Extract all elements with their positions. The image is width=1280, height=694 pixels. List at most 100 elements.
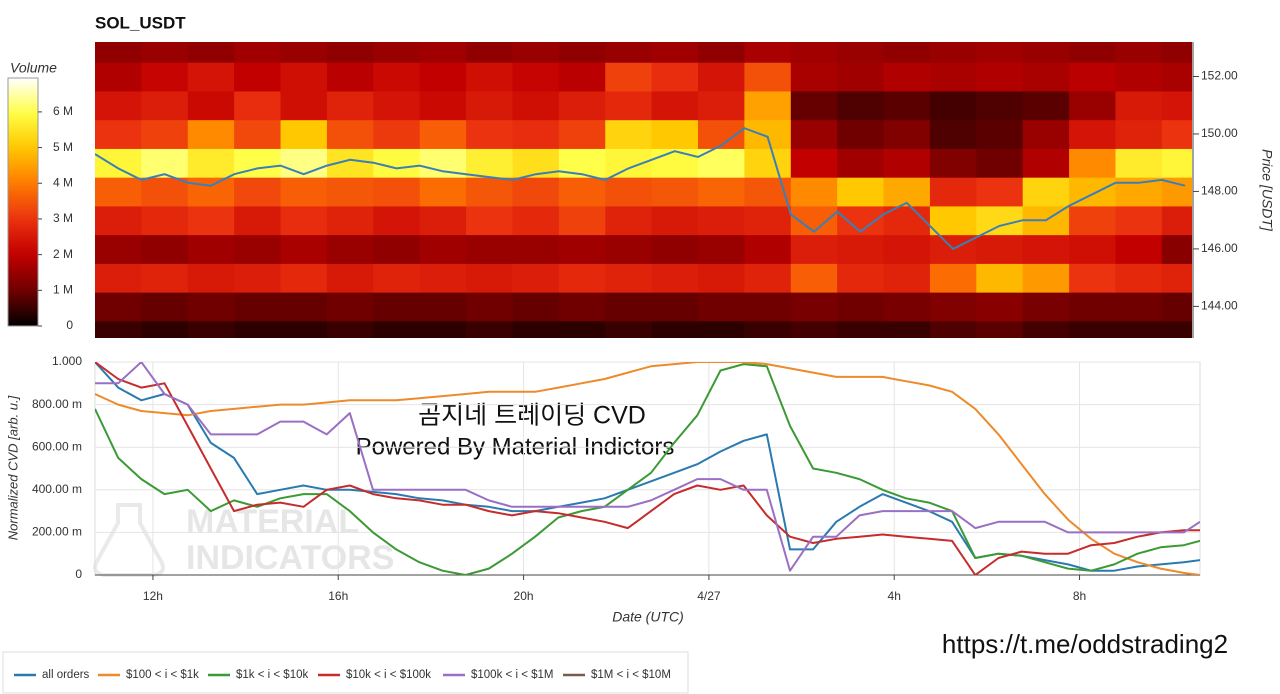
heatmap-cell xyxy=(651,263,699,293)
heatmap-cell xyxy=(95,177,142,207)
heatmap-cell xyxy=(837,62,885,92)
heatmap-cell xyxy=(698,234,745,264)
heatmap-cell xyxy=(651,119,699,149)
heatmap-cell xyxy=(605,205,653,236)
heatmap-cell xyxy=(1115,263,1163,293)
heatmap-cell xyxy=(929,320,977,338)
link-text[interactable]: https://t.me/oddstrading2 xyxy=(942,629,1228,659)
heatmap-cell xyxy=(95,42,142,63)
heatmap-cell xyxy=(698,62,745,92)
heatmap-cell xyxy=(141,62,189,92)
x-axis-title: Date (UTC) xyxy=(612,609,684,625)
heatmap-cell xyxy=(95,234,142,264)
heatmap-cell xyxy=(1069,119,1117,149)
heatmap-cell xyxy=(466,90,514,121)
heatmap-cell xyxy=(837,42,885,63)
heatmap-cell xyxy=(837,90,885,121)
heatmap-cell xyxy=(373,62,421,92)
heatmap-cell xyxy=(1115,292,1163,322)
heatmap-cell xyxy=(651,177,699,207)
heatmap-cell xyxy=(419,119,467,149)
x-tick-label: 4/27 xyxy=(697,589,721,603)
heatmap-cell xyxy=(187,62,235,92)
heatmap-cell xyxy=(95,119,142,149)
heatmap-cell xyxy=(929,62,977,92)
x-tick-label: 4h xyxy=(888,589,901,603)
heatmap-cell xyxy=(1161,320,1192,338)
heatmap-cell xyxy=(790,177,838,207)
heatmap-cell xyxy=(1022,90,1070,121)
heatmap-cell xyxy=(326,234,374,264)
heatmap-cell xyxy=(790,119,838,149)
heatmap-cell xyxy=(1022,292,1070,322)
heatmap-cell xyxy=(187,320,235,338)
watermark: MATERIAL INDICATORS xyxy=(93,503,394,577)
legend-label: $100 < i < $1k xyxy=(126,669,199,681)
heatmap-cell xyxy=(466,42,514,63)
price-line xyxy=(95,127,1186,251)
heatmap-cell xyxy=(1115,119,1163,149)
heatmap-cell xyxy=(326,292,374,322)
heatmap-cell xyxy=(929,263,977,293)
heatmap-cell xyxy=(698,292,745,322)
heatmap-cell xyxy=(883,148,931,178)
heatmap-cell xyxy=(419,205,467,236)
heatmap-cell xyxy=(326,263,374,293)
heatmap-cell xyxy=(790,320,838,338)
watermark-text: INDICATORS xyxy=(186,539,394,577)
y2-tick-label: 148.00 xyxy=(1201,184,1238,198)
heatmap-cell xyxy=(1161,119,1192,149)
lines xyxy=(95,362,1200,575)
heatmap-cell xyxy=(373,205,421,236)
heatmap-cell xyxy=(141,42,189,63)
cvd-line xyxy=(95,362,1200,575)
heatmap-cell xyxy=(744,119,792,149)
heatmap-cell xyxy=(466,62,514,92)
heatmap-cell xyxy=(1022,320,1070,338)
heatmap-cell xyxy=(373,42,421,63)
heatmap-cell xyxy=(558,62,606,92)
heatmap-cell xyxy=(1115,62,1163,92)
heatmap-cell xyxy=(95,292,142,322)
x-tick-label: 16h xyxy=(328,589,348,603)
colorbar-tick-label: 1 M xyxy=(53,282,73,296)
heatmap-cell xyxy=(466,292,514,322)
colorbar xyxy=(7,77,39,327)
heatmap-cell xyxy=(187,148,235,178)
heatmap-cell xyxy=(466,234,514,264)
heatmap-cell xyxy=(141,148,189,178)
heatmap-cell xyxy=(883,292,931,322)
heatmap-cell xyxy=(187,234,235,264)
heatmap-cell xyxy=(234,320,282,338)
heatmap-cell xyxy=(326,320,374,338)
heatmap-cell xyxy=(280,90,328,121)
heatmap-cell xyxy=(651,234,699,264)
heatmap-cell xyxy=(512,62,560,92)
heatmap-cell xyxy=(1022,234,1070,264)
heatmap-cell xyxy=(976,177,1024,207)
heatmap-cell xyxy=(1022,62,1070,92)
heatmap-cell xyxy=(141,90,189,121)
heatmap-cell xyxy=(280,148,328,178)
heatmap-cell xyxy=(558,263,606,293)
heatmap-cell xyxy=(1069,62,1117,92)
heatmap-cell xyxy=(698,205,745,236)
heatmap-cell xyxy=(373,263,421,293)
heatmap-cell xyxy=(651,205,699,236)
heatmap-cell xyxy=(976,119,1024,149)
heatmap-cell xyxy=(234,263,282,293)
heatmap-cell xyxy=(1022,177,1070,207)
heatmap-cell xyxy=(187,177,235,207)
heatmap-cell xyxy=(837,234,885,264)
heatmap-cell xyxy=(95,205,142,236)
heatmap-cell xyxy=(929,292,977,322)
heatmap-cell xyxy=(512,205,560,236)
heatmap-cell xyxy=(326,205,374,236)
heatmap-cell xyxy=(605,62,653,92)
heatmap-cell xyxy=(280,119,328,149)
y2-tick-label: 152.00 xyxy=(1201,69,1238,83)
heatmap-cell xyxy=(512,42,560,63)
heatmap-cell xyxy=(929,205,977,236)
heatmap-cell xyxy=(419,292,467,322)
heatmap-cell xyxy=(280,62,328,92)
